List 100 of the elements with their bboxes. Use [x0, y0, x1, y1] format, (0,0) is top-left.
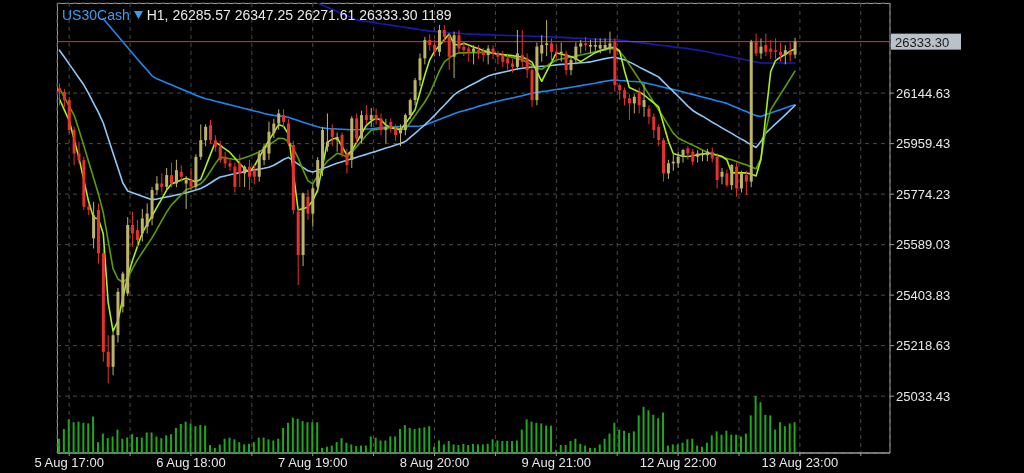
- bar: [467, 445, 470, 453]
- candlestick: [398, 123, 402, 147]
- bar: [530, 421, 533, 453]
- bar: [472, 443, 475, 453]
- bar: [82, 422, 85, 453]
- bar: [686, 439, 689, 453]
- bar: [452, 444, 455, 453]
- bar: [569, 441, 572, 453]
- bar: [360, 445, 363, 453]
- bar: [408, 427, 411, 453]
- bar: [540, 423, 543, 453]
- bar: [398, 429, 401, 453]
- candlestick: [739, 170, 743, 194]
- bar: [199, 425, 202, 453]
- bar: [316, 422, 319, 453]
- candlestick: [657, 123, 661, 147]
- ref-line-label: 26333.30: [895, 34, 950, 50]
- bar: [306, 422, 309, 453]
- candlestick: [540, 34, 544, 63]
- bar: [335, 442, 338, 453]
- bar: [87, 423, 90, 453]
- bar: [710, 435, 713, 453]
- candlestick: [92, 201, 96, 249]
- bar: [627, 433, 630, 453]
- candlestick: [627, 93, 631, 121]
- bar: [379, 440, 382, 453]
- bar: [778, 422, 781, 453]
- bar: [233, 439, 236, 453]
- x-tick-label: 13 Aug 23:00: [761, 455, 839, 471]
- candlestick: [165, 167, 169, 191]
- candlestick: [325, 112, 329, 153]
- bar: [652, 414, 655, 453]
- bar: [481, 444, 484, 453]
- bar: [423, 427, 426, 453]
- bar: [296, 418, 299, 453]
- bar: [145, 432, 148, 453]
- bar: [252, 442, 255, 453]
- candlestick: [608, 31, 612, 54]
- bar: [428, 426, 431, 453]
- bar: [662, 412, 665, 453]
- x-tick-label: 5 Aug 17:00: [34, 455, 104, 471]
- bar: [272, 440, 275, 453]
- bar: [666, 445, 669, 453]
- candlestick: [403, 112, 407, 136]
- bar: [340, 438, 343, 453]
- candlestick: [135, 219, 139, 248]
- candlestick: [637, 87, 641, 114]
- bar: [730, 434, 733, 453]
- candlestick: [681, 148, 685, 164]
- bar: [364, 445, 367, 453]
- bar: [111, 436, 114, 453]
- bar: [671, 444, 674, 453]
- candlestick: [408, 97, 412, 120]
- candlestick: [252, 164, 256, 185]
- candlestick: [369, 107, 373, 128]
- bar: [140, 437, 143, 453]
- bar: [101, 433, 104, 453]
- bar: [355, 446, 358, 453]
- bar: [389, 436, 392, 453]
- candlestick: [374, 108, 378, 125]
- bar: [647, 410, 650, 453]
- bar: [676, 444, 679, 453]
- candlestick: [243, 164, 247, 188]
- candlestick: [233, 162, 237, 194]
- candlestick: [418, 52, 422, 87]
- y-tick-label: 26144.63: [896, 85, 951, 101]
- candlestick: [423, 36, 427, 65]
- candlestick: [209, 119, 213, 144]
- bar: [213, 447, 216, 453]
- chart-title: US30Cash: [62, 7, 130, 23]
- candlestick: [204, 123, 208, 147]
- bar: [369, 436, 372, 453]
- candlestick: [496, 50, 500, 65]
- bar: [325, 446, 328, 453]
- bar: [350, 444, 353, 453]
- candlestick: [666, 159, 670, 180]
- bar: [174, 427, 177, 453]
- bar: [262, 437, 265, 453]
- bar: [535, 422, 538, 453]
- bar: [632, 431, 635, 453]
- candlestick: [652, 112, 656, 139]
- candlestick: [593, 37, 597, 52]
- bar: [476, 444, 479, 453]
- bar: [301, 421, 304, 453]
- candlestick: [360, 110, 364, 144]
- candlestick: [437, 24, 441, 57]
- candlestick: [452, 31, 456, 79]
- bar: [282, 427, 285, 453]
- bar: [749, 415, 752, 453]
- bar: [486, 443, 489, 453]
- candlestick: [335, 132, 339, 153]
- candlestick: [330, 123, 334, 147]
- candlestick: [545, 19, 549, 57]
- bar: [67, 419, 70, 453]
- candlestick: [783, 44, 787, 65]
- candlestick: [744, 170, 748, 196]
- bar: [623, 430, 626, 453]
- candlestick: [267, 121, 271, 161]
- bar: [106, 438, 109, 453]
- candlestick: [174, 159, 178, 188]
